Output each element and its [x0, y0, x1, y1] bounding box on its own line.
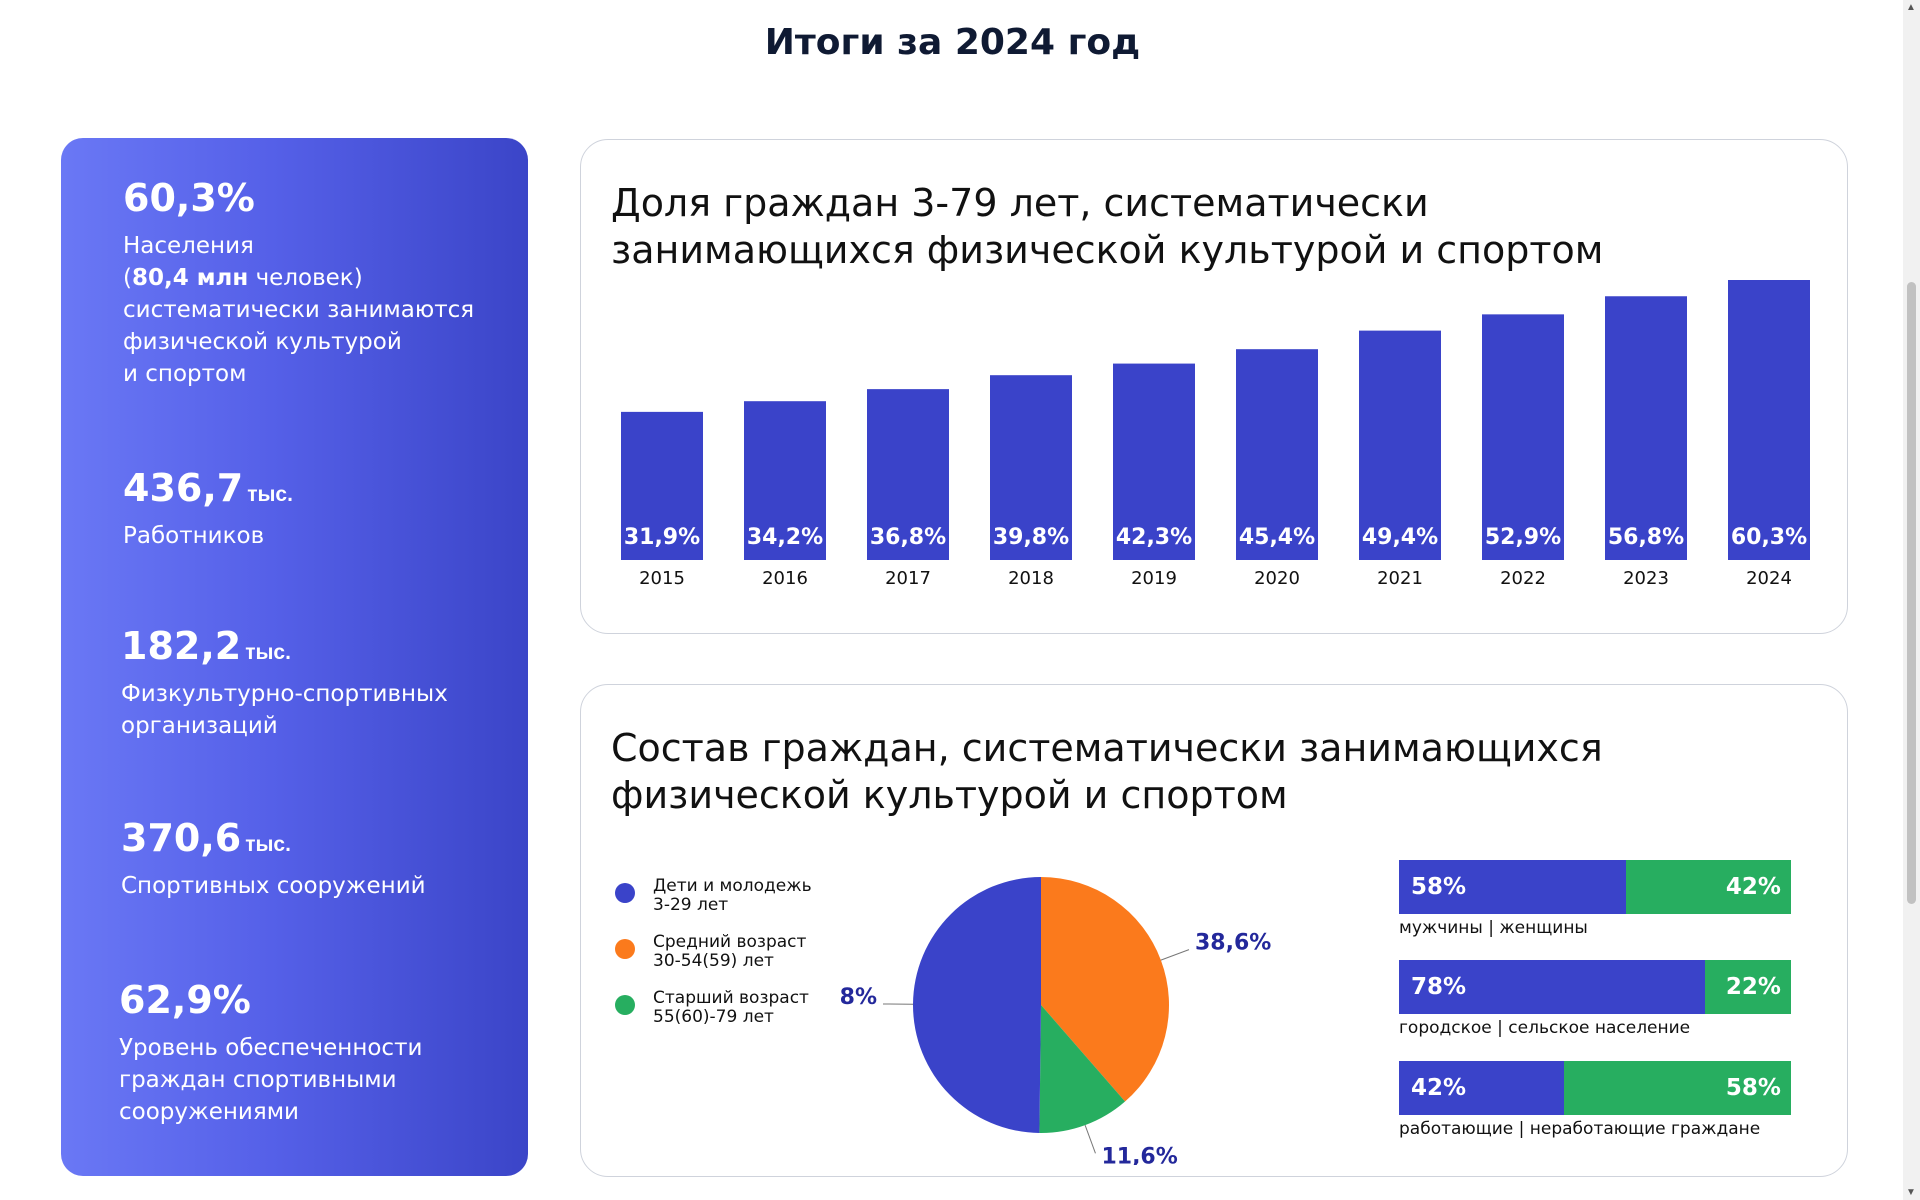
- bar-chart-title: Доля граждан 3-79 лет, систематически за…: [611, 181, 1604, 272]
- pie-value-label: 11,6%: [1101, 1144, 1177, 1165]
- pie-value-label: 49,8%: [841, 985, 877, 1010]
- legend-marker: [615, 883, 635, 903]
- stat-description: Населения (80,4 млн человек) систематиче…: [123, 232, 475, 387]
- x-tick-label: 2023: [1623, 568, 1669, 589]
- bar-value-label: 52,9%: [1485, 525, 1561, 550]
- bar-value-label: 31,9%: [624, 525, 700, 550]
- bar-chart-card: Доля граждан 3-79 лет, систематически за…: [580, 139, 1848, 634]
- split-bar-group: 58% 42% мужчины | женщины: [1399, 860, 1791, 938]
- split-bar-group: 78% 22% городское | сельское население: [1399, 960, 1791, 1038]
- stat-population: 60,3% Населения (80,4 млн человек) систе…: [123, 176, 503, 390]
- bar-chart: 31,9% 2015 34,2% 2016 36,8% 2017 39,8% 2018 42,3…: [621, 280, 1810, 589]
- split-segment-right: 22%: [1704, 960, 1791, 1014]
- pie-slice: [912, 877, 1041, 1133]
- stat-provision: 62,9% Уровень обеспеченности граждан спо…: [119, 978, 499, 1128]
- x-tick-label: 2016: [762, 568, 808, 589]
- bar: [1359, 330, 1441, 560]
- bar: [1728, 280, 1810, 560]
- legend-marker: [615, 995, 635, 1015]
- stat-organizations: 182,2 тыс. Физкультурно-спортивных органи…: [121, 624, 501, 742]
- bar: [1113, 363, 1195, 560]
- pie-slice: [1039, 1005, 1126, 1133]
- bar: [744, 401, 826, 560]
- bar: [621, 411, 703, 560]
- split-caption: мужчины | женщины: [1399, 918, 1588, 938]
- bar-value-label: 56,8%: [1608, 525, 1684, 550]
- scrollbar[interactable]: ▲ ▼: [1903, 0, 1920, 1200]
- composition-card: Состав граждан, систематически занимающи…: [580, 684, 1848, 1177]
- bar: [1605, 296, 1687, 560]
- legend-item: Дети и молодежь 3-29 лет: [615, 877, 823, 915]
- split-bar-group: 42% 58% работающие | неработающие граждане: [1399, 1061, 1791, 1139]
- scroll-up-icon[interactable]: ▲: [1906, 2, 1916, 13]
- scroll-thumb[interactable]: [1907, 282, 1916, 904]
- x-tick-label: 2019: [1131, 568, 1177, 589]
- split-segment-left: 78%: [1399, 960, 1705, 1014]
- pie-slice: [1041, 877, 1169, 1102]
- bar-value-label: 34,2%: [747, 525, 823, 550]
- split-caption: работающие | неработающие граждане: [1399, 1119, 1761, 1139]
- stat-workers: 436,7 тыс. Работников: [123, 466, 503, 552]
- split-bar: 58% 42%: [1399, 860, 1791, 914]
- pie-leader-line: [1084, 1124, 1096, 1154]
- stat-value: 60,3%: [123, 176, 255, 220]
- split-bar: 42% 58%: [1399, 1061, 1791, 1115]
- x-tick-label: 2018: [1008, 568, 1054, 589]
- bar-value-label: 36,8%: [870, 525, 946, 550]
- pie-leader-line: [1160, 949, 1190, 961]
- bar: [990, 375, 1072, 560]
- stat-description: Уровень обеспеченности граждан спортивны…: [119, 1034, 423, 1125]
- stat-value: 182,2 тыс.: [121, 624, 291, 668]
- bar-value-label: 60,3%: [1731, 525, 1807, 550]
- legend-item: Средний возраст 30-54(59) лет: [615, 933, 823, 971]
- stat-description: Спортивных сооружений: [121, 872, 426, 899]
- x-tick-label: 2017: [885, 568, 931, 589]
- stats-panel: 60,3% Населения (80,4 млн человек) систе…: [61, 138, 528, 1176]
- bar-value-label: 45,4%: [1239, 525, 1315, 550]
- scroll-down-icon[interactable]: ▼: [1906, 1187, 1916, 1198]
- stat-facilities: 370,6 тыс. Спортивных сооружений: [121, 816, 501, 902]
- legend-item: Старший возраст 55(60)-79 лет: [615, 989, 823, 1027]
- bar-value-label: 39,8%: [993, 525, 1069, 550]
- split-caption: городское | сельское население: [1399, 1018, 1691, 1038]
- pie-value-label: 38,6%: [1195, 931, 1271, 956]
- bar-value-label: 42,3%: [1116, 525, 1192, 550]
- bar: [1482, 314, 1564, 560]
- pie-legend: Дети и молодежь 3-29 лет Средний возраст 3…: [615, 877, 823, 1045]
- stat-value: 370,6 тыс.: [121, 816, 291, 860]
- x-tick-label: 2022: [1500, 568, 1546, 589]
- bar: [1236, 349, 1318, 560]
- bar-value-label: 49,4%: [1362, 525, 1438, 550]
- split-segment-right: 42%: [1626, 860, 1791, 914]
- composition-title: Состав граждан, систематически занимающи…: [611, 726, 1603, 817]
- x-tick-label: 2021: [1377, 568, 1423, 589]
- stat-description: Работников: [123, 522, 265, 549]
- stat-description: Физкультурно-спортивных организаций: [121, 680, 448, 739]
- split-segment-left: 58%: [1399, 860, 1627, 914]
- stat-value: 62,9%: [119, 978, 251, 1022]
- split-bar: 78% 22%: [1399, 960, 1791, 1014]
- stat-value: 436,7 тыс.: [123, 466, 293, 510]
- bar: [867, 389, 949, 560]
- x-tick-label: 2024: [1746, 568, 1792, 589]
- pie-chart: 38,6% 11,6% 49,8%: [841, 877, 1271, 1165]
- x-tick-label: 2015: [639, 568, 685, 589]
- page-title: Итоги за 2024 год: [764, 22, 1141, 63]
- legend-marker: [615, 939, 635, 959]
- split-segment-right: 58%: [1563, 1061, 1791, 1115]
- x-tick-label: 2020: [1254, 568, 1300, 589]
- split-segment-left: 42%: [1399, 1061, 1564, 1115]
